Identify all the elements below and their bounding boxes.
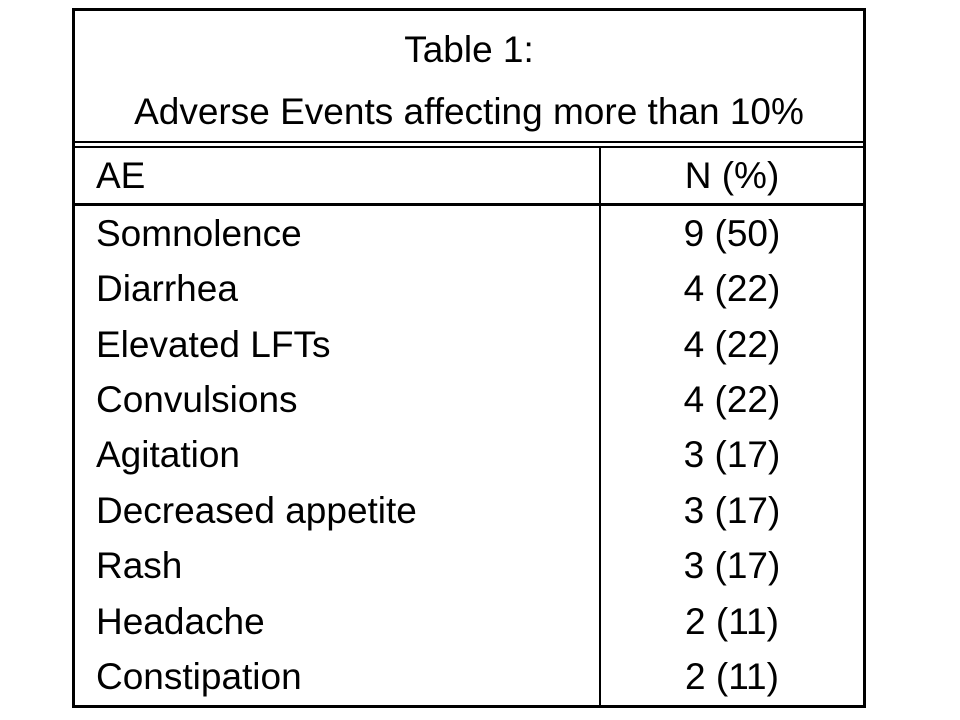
n-pct-cell: 3 (17) <box>599 427 863 484</box>
table-row: Convulsions 4 (22) <box>75 372 863 428</box>
table-title-block: Table 1: Adverse Events affecting more t… <box>75 11 863 143</box>
table-row: Somnolence 9 (50) <box>75 206 863 262</box>
ae-cell: Diarrhea <box>96 268 238 310</box>
table-row: Headache 2 (11) <box>75 594 863 650</box>
column-header-n-pct: N (%) <box>599 148 863 203</box>
adverse-events-table: Table 1: Adverse Events affecting more t… <box>72 8 866 708</box>
table-row: Rash 3 (17) <box>75 538 863 595</box>
n-pct-cell: 2 (11) <box>599 649 863 705</box>
n-pct-cell: 3 (17) <box>599 538 863 595</box>
ae-cell: Constipation <box>96 656 302 698</box>
table-row: Diarrhea 4 (22) <box>75 261 863 317</box>
ae-cell: Convulsions <box>96 379 298 421</box>
ae-cell: Headache <box>96 600 265 642</box>
n-pct-cell: 3 (17) <box>599 483 863 539</box>
n-pct-cell: 2 (11) <box>599 594 863 650</box>
double-rule-gap <box>75 143 863 146</box>
table-title-line2: Adverse Events affecting more than 10% <box>134 91 804 132</box>
table-row: Decreased appetite 3 (17) <box>75 483 863 539</box>
column-header-ae: AE <box>96 154 146 196</box>
table-header-row: AE N (%) <box>75 146 863 206</box>
n-pct-cell: 4 (22) <box>599 261 863 317</box>
table-row: Constipation 2 (11) <box>75 649 863 705</box>
n-pct-cell: 9 (50) <box>599 206 863 262</box>
ae-cell: Decreased appetite <box>96 489 417 531</box>
table-body: Somnolence 9 (50) Diarrhea 4 (22) Elevat… <box>75 206 863 705</box>
ae-cell: Rash <box>96 545 183 587</box>
n-pct-cell: 4 (22) <box>599 316 863 373</box>
ae-cell: Somnolence <box>96 212 302 254</box>
table-title-line1: Table 1: <box>404 29 534 70</box>
table-row: Elevated LFTs 4 (22) <box>75 316 863 373</box>
n-pct-cell: 4 (22) <box>599 372 863 428</box>
ae-cell: Elevated LFTs <box>96 323 331 365</box>
ae-cell: Agitation <box>96 434 240 476</box>
table-row: Agitation 3 (17) <box>75 427 863 484</box>
